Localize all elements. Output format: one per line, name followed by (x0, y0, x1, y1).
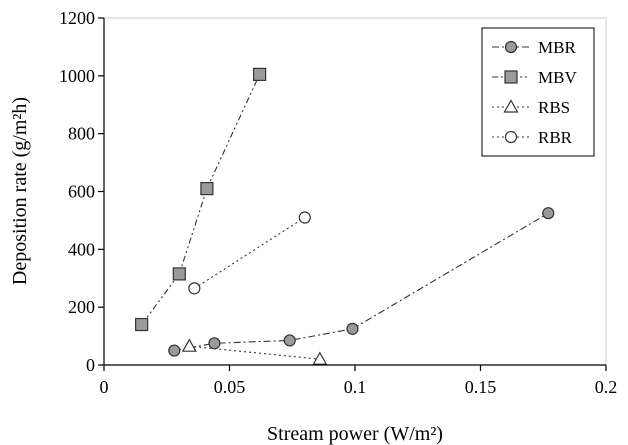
data-point-mbv (172, 267, 186, 281)
data-point-mbv (253, 67, 267, 81)
y-tick-label: 200 (68, 297, 95, 317)
data-point-rbs (312, 351, 328, 365)
x-tick-label: 0.2 (595, 377, 618, 397)
legend-label-mbr: MBR (538, 38, 576, 57)
y-tick-label: 400 (68, 239, 95, 259)
y-tick-label: 800 (68, 124, 95, 144)
data-point-mbr (168, 344, 181, 357)
x-tick-label: 0 (100, 377, 109, 397)
x-ticks: 0 0.05 0.1 0.15 0.2 (100, 365, 618, 397)
y-axis-label: Deposition rate (g/m²h) (9, 97, 31, 285)
series-line-rbr (194, 217, 306, 289)
x-tick-label: 0.1 (344, 377, 367, 397)
legend-marker-rbr (504, 130, 518, 144)
legend-marker-rbs (503, 99, 519, 113)
y-ticks: 0 200 400 600 800 1000 1200 (59, 8, 104, 375)
legend: MBR MBV RBS RBR (481, 27, 595, 157)
data-point-rbr (298, 211, 311, 224)
x-axis-label: Stream power (W/m²) (267, 423, 443, 445)
x-tick-label: 0.05 (214, 377, 246, 397)
data-point-rbs (181, 338, 197, 352)
data-point-mbr (542, 207, 555, 220)
series-markers (135, 67, 555, 365)
legend-label-rbr: RBR (538, 128, 573, 147)
legend-marker-mbv (504, 70, 518, 84)
legend-label-mbv: MBV (538, 68, 577, 87)
data-point-rbr (188, 282, 201, 295)
legend-box (481, 27, 595, 157)
y-tick-label: 1000 (59, 66, 95, 86)
x-tick-label: 0.15 (465, 377, 497, 397)
data-point-mbv (200, 182, 214, 196)
legend-marker-mbr (504, 40, 518, 54)
data-point-mbr (283, 334, 296, 347)
y-tick-label: 1200 (59, 8, 95, 28)
data-point-mbr (346, 322, 359, 335)
data-point-mbv (135, 317, 149, 332)
data-point-mbr (208, 337, 221, 350)
y-tick-label: 600 (68, 182, 95, 202)
legend-label-rbs: RBS (538, 98, 570, 117)
y-tick-label: 0 (86, 355, 95, 375)
